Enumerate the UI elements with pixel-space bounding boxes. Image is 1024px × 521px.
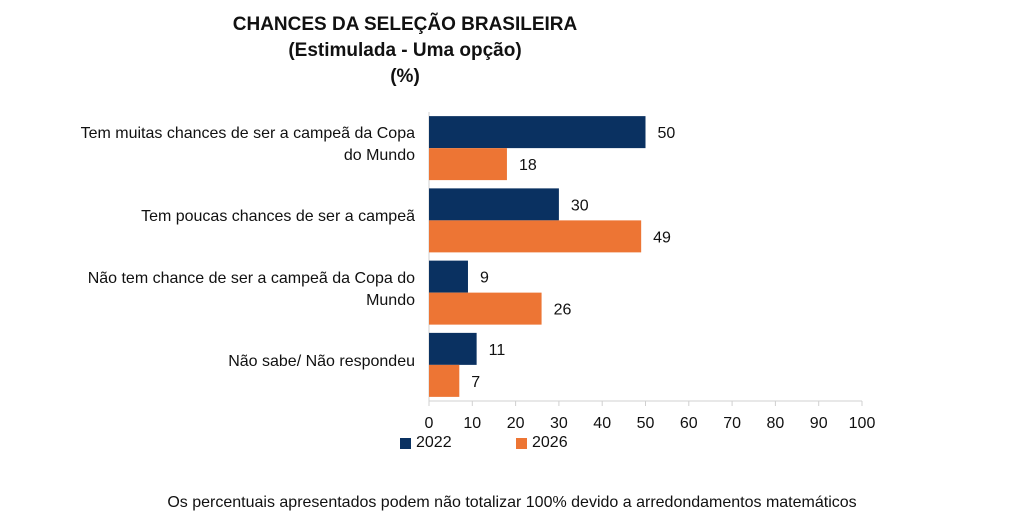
x-tick-label: 0: [425, 415, 434, 432]
x-tick-label: 40: [593, 415, 611, 432]
x-tick-label: 50: [637, 415, 655, 432]
x-tick-label: 10: [463, 415, 481, 432]
bar-2022: [429, 260, 468, 293]
legend-swatch: [400, 437, 411, 449]
x-tick-label: 30: [550, 415, 568, 432]
legend-item: 2026: [516, 434, 568, 452]
legend-swatch: [516, 437, 527, 449]
legend-label: 2022: [416, 434, 452, 451]
x-tick-label: 90: [810, 415, 828, 432]
bar-value-label: 18: [519, 157, 537, 174]
bar-2022: [429, 116, 646, 149]
x-tick-label: 80: [767, 415, 785, 432]
bar-2022: [429, 188, 559, 221]
bar-value-label: 49: [653, 229, 671, 246]
chart-unit: (%): [390, 66, 420, 87]
bar-2026: [429, 148, 507, 181]
x-tick-label: 70: [723, 415, 741, 432]
bar-value-label: 50: [658, 125, 676, 142]
bar-value-label: 11: [489, 342, 506, 359]
bar-value-label: 30: [571, 197, 589, 214]
footnote: Os percentuais apresentados podem não to…: [167, 494, 857, 511]
category-label: Tem muitas chances de ser a campeã da Co…: [80, 125, 415, 165]
category-label: Não sabe/ Não respondeu: [228, 352, 415, 370]
x-tick-label: 100: [849, 415, 876, 432]
legend-label: 2026: [532, 434, 568, 451]
legend-item: 2022: [400, 434, 452, 452]
chart-subtitle: (Estimulada - Uma opção): [288, 40, 522, 61]
bar-2022: [429, 332, 477, 365]
bar-2026: [429, 364, 460, 397]
bar-2026: [429, 292, 542, 325]
bar-2026: [429, 220, 642, 253]
bar-value-label: 9: [480, 270, 489, 287]
x-tick-label: 20: [507, 415, 525, 432]
chart-title: CHANCES DA SELEÇÃO BRASILEIRA: [232, 14, 578, 35]
chart-title-block: CHANCES DA SELEÇÃO BRASILEIRA (Estimulad…: [200, 12, 610, 90]
bar-value-label: 7: [471, 374, 480, 391]
x-tick-label: 60: [680, 415, 698, 432]
bar-value-label: 26: [554, 302, 572, 319]
category-label: Tem poucas chances de ser a campeã: [141, 208, 415, 226]
category-label: Não tem chance de ser a campeã da Copa d…: [87, 269, 415, 309]
